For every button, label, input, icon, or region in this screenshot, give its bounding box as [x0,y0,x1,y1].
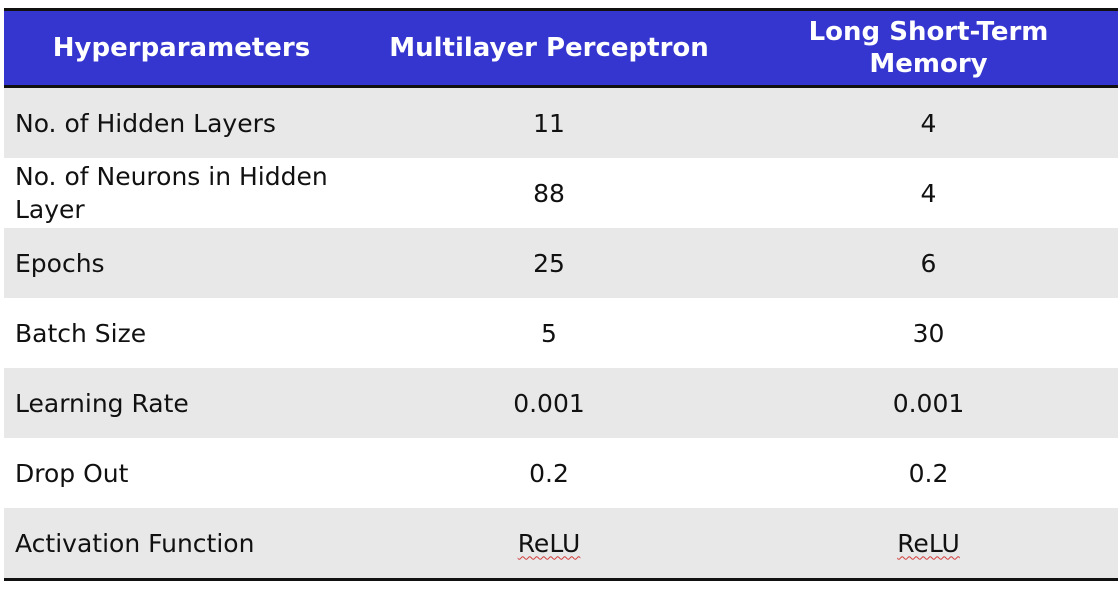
table-body: No. of Hidden Layers 11 4 No. of Neurons… [4,86,1118,580]
table-row: No. of Neurons in Hidden Layer 88 4 [4,158,1118,228]
table-row: Activation Function ReLU ReLU [4,508,1118,580]
lstm-value: 30 [912,318,945,348]
table-row: Learning Rate 0.001 0.001 [4,368,1118,438]
header-multilayer-perceptron: Multilayer Perceptron [389,33,709,63]
table-row: No. of Hidden Layers 11 4 [4,86,1118,158]
table-row: Batch Size 5 30 [4,298,1118,368]
spellcheck-flagged-text: ReLU [897,528,960,558]
table-header: Hyperparameters Multilayer Perceptron Lo… [4,9,1118,87]
table-row: Drop Out 0.2 0.2 [4,438,1118,508]
header-row: Hyperparameters Multilayer Perceptron Lo… [4,9,1118,87]
mlp-value: 0.001 [513,388,585,418]
spellcheck-flagged-text: ReLU [517,528,581,558]
mlp-value: 88 [533,178,565,208]
lstm-value: 0.2 [908,458,949,488]
table-row: Epochs 25 6 [4,228,1118,298]
mlp-value: 25 [533,248,565,278]
row-label: No. of Neurons in Hidden Layer [15,162,328,224]
row-label: Batch Size [15,318,147,348]
lstm-value: 4 [920,178,937,208]
hyperparameter-table-container: Hyperparameters Multilayer Perceptron Lo… [4,8,1118,581]
lstm-value: 0.001 [892,388,965,418]
row-label: No. of Hidden Layers [15,108,276,138]
hyperparameter-table: Hyperparameters Multilayer Perceptron Lo… [4,8,1118,581]
row-label: Activation Function [15,528,255,558]
mlp-value: 0.2 [529,458,569,488]
row-label: Epochs [15,248,105,278]
mlp-value: 11 [533,108,565,138]
lstm-value: ReLU [739,508,1118,580]
lstm-value: 6 [920,248,937,278]
mlp-value: ReLU [359,508,739,580]
row-label: Drop Out [15,458,129,488]
mlp-value: 5 [541,318,557,348]
lstm-value: 4 [920,108,937,138]
header-long-short-term-memory: Long Short-Term Memory [808,17,1049,79]
header-hyperparameters: Hyperparameters [52,33,311,63]
row-label: Learning Rate [15,388,189,418]
